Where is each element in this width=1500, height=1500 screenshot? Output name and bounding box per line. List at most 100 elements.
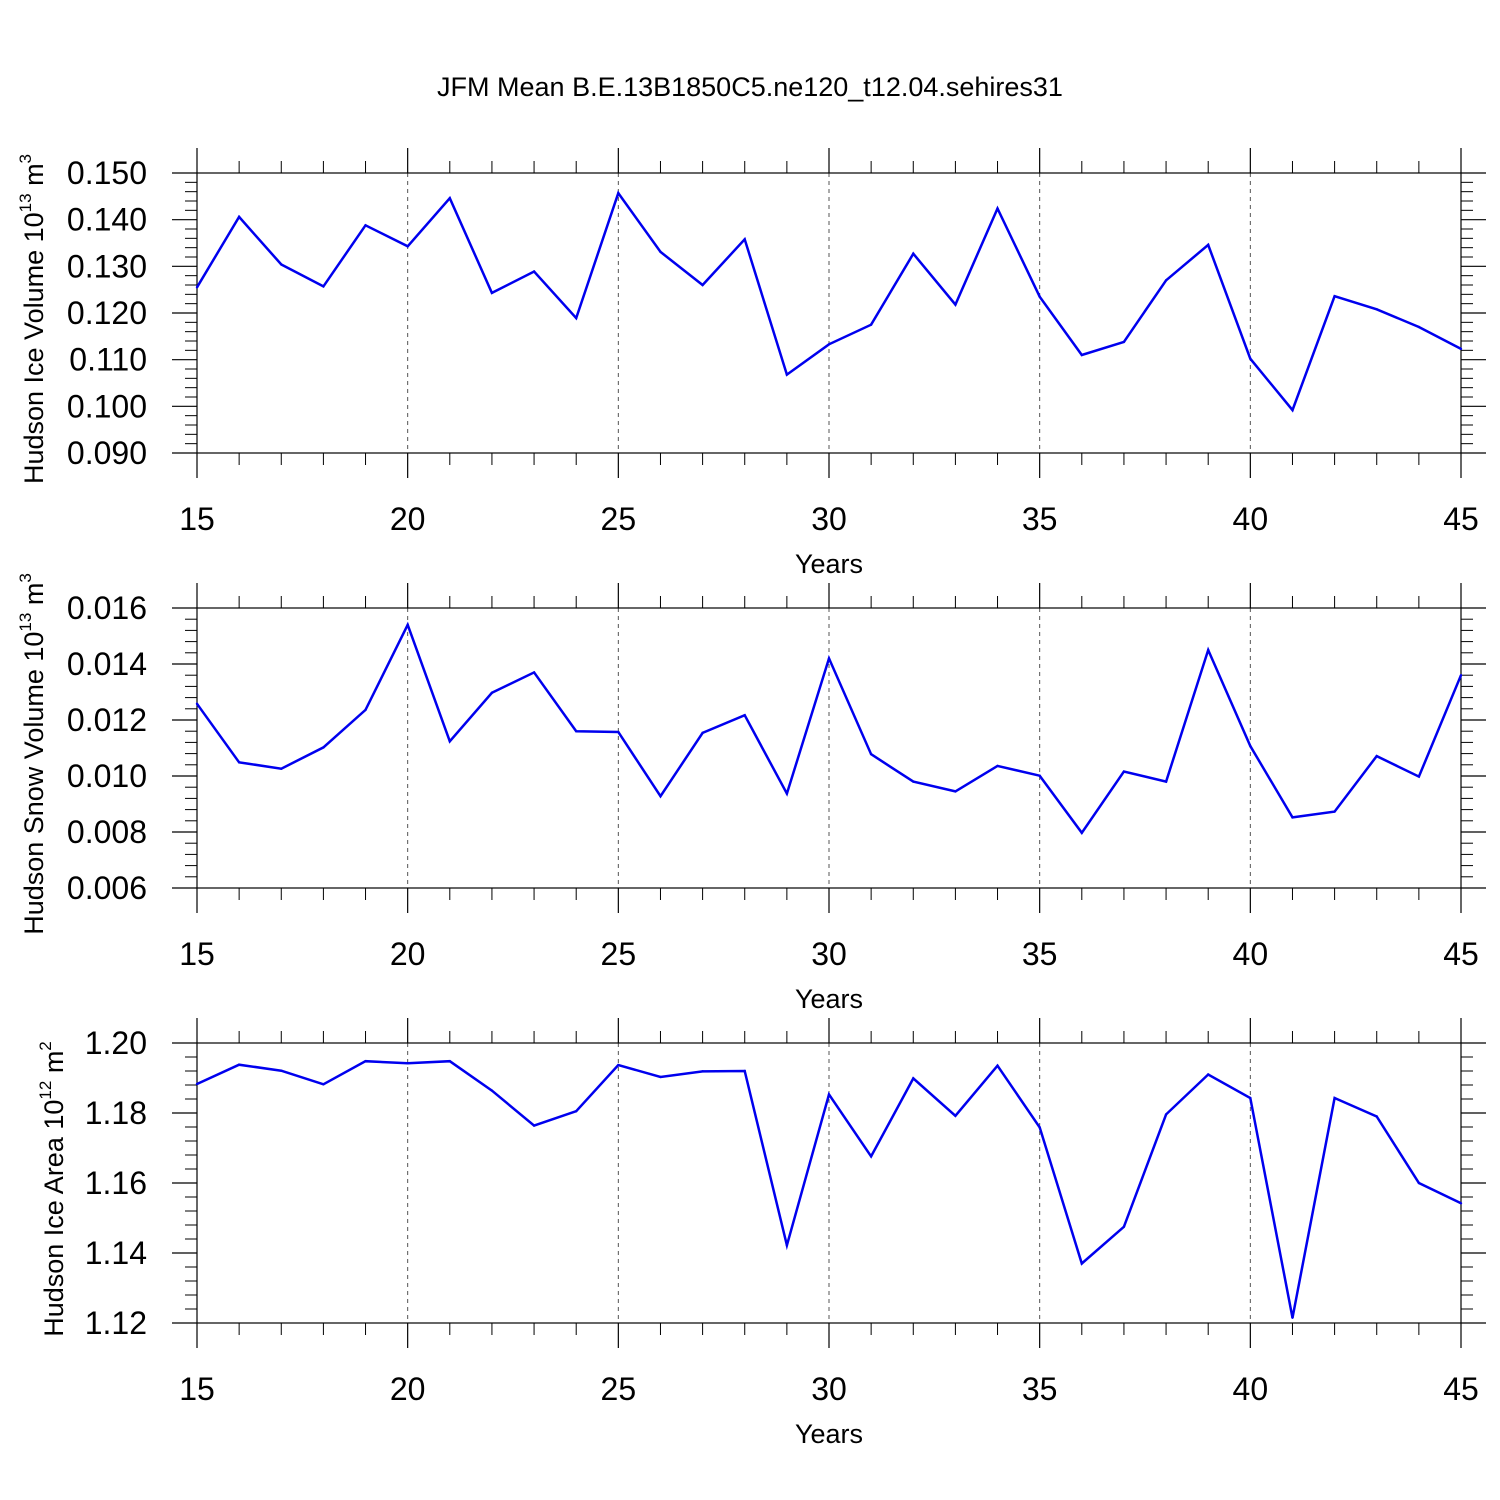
data-point [827,1093,831,1096]
data-point [743,714,746,717]
data-point [1291,408,1294,412]
data-point [575,730,578,733]
data-point [490,691,494,695]
data-point [1164,780,1168,783]
data-point [1417,775,1421,778]
y-tick-label: 1.14 [85,1235,147,1271]
data-point [701,283,704,287]
data-point [364,1060,367,1063]
data-point [406,1062,409,1065]
data-point [490,291,494,295]
data-point [659,250,662,254]
data-point [195,286,199,289]
data-point [869,1155,873,1158]
plot-frame [196,607,1462,889]
data-point [617,191,620,195]
data-point [1459,674,1463,677]
y-tick-label: 0.090 [67,435,147,471]
data-point [869,752,873,756]
data-point [785,1244,789,1247]
panel-snow-volume: 15 20 25 30 35 40 45 0.006 0.008 0.010 0.012 0.014 0… [16,573,1486,1014]
y-tick-label: 0.016 [67,590,147,626]
data-point [701,731,704,735]
data-point [364,708,367,712]
x-tick-label: 25 [601,1371,637,1407]
y-tick-label: 0.014 [67,646,147,682]
y-tick-label: 0.110 [69,342,147,378]
x-tick-label: 25 [601,501,637,537]
data-point [869,323,873,326]
data-point [1080,1262,1084,1265]
x-tick-label: 40 [1233,501,1269,537]
x-tick-label: 30 [811,936,847,972]
y-tick-label: 0.010 [67,758,147,794]
data-point [954,790,957,793]
data-point [617,1063,620,1067]
y-tick-label: 1.18 [85,1095,147,1131]
data-point [322,1083,325,1086]
data-point [364,224,367,227]
data-point [448,740,451,743]
data-point [1164,1113,1168,1116]
x-tick-label: 20 [390,936,426,972]
data-point [1122,770,1126,773]
data-point [532,270,536,273]
data-point [1122,340,1126,344]
y-tick-label: 0.100 [67,388,147,424]
data-point [912,252,915,255]
x-tick-label: 30 [811,1371,847,1407]
data-point [996,1064,999,1067]
data-point [195,1082,199,1086]
data-point [1249,357,1252,360]
x-tick-label: 15 [179,936,215,972]
data-point [996,207,999,210]
panel-ice-area: 15 20 25 30 35 40 45 1.12 1.14 1.16 1.18 1.20 Years H… [36,1018,1486,1449]
data-point [1291,1316,1294,1319]
data-point [743,1069,746,1073]
y-tick-label: 0.140 [67,202,147,238]
y-axis-label: Hudson Ice Area 1012 m2 [36,1041,69,1337]
data-point [1164,279,1168,282]
data-point [1207,243,1210,247]
data-point [1080,353,1084,357]
data-point [575,1110,578,1113]
x-tick-label: 35 [1022,936,1058,972]
data-point [1207,1073,1210,1076]
data-point [743,238,746,241]
data-point [1417,325,1421,329]
plot-frame [196,1042,1462,1324]
data-point [827,343,831,346]
data-point [1375,754,1378,758]
y-axis-label: Hudson Snow Volume 1013 m3 [16,573,49,935]
data-point [322,746,325,749]
data-point [1459,347,1463,351]
x-tick-label: 20 [390,501,426,537]
data-point [490,1089,494,1092]
data-point [195,702,199,705]
data-point [659,1075,662,1079]
chart-title: JFM Mean B.E.13B1850C5.ne120_t12.04.sehi… [437,72,1063,102]
y-tick-label: 0.012 [67,702,147,738]
data-point [659,794,662,798]
x-tick-label: 45 [1443,1371,1479,1407]
data-point [280,767,283,770]
data-point [954,303,957,306]
data-point [406,623,409,626]
x-tick-label: 35 [1022,501,1058,537]
y-tick-label: 1.20 [85,1025,147,1061]
data-point [1249,1096,1252,1100]
data-point [996,764,999,768]
data-point [448,197,451,200]
x-tick-label: 15 [179,501,215,537]
x-tick-label: 25 [601,936,637,972]
data-point [1038,774,1041,777]
plot-frame [196,172,1462,454]
data-point [701,1070,704,1073]
x-tick-label: 20 [390,1371,426,1407]
data-point [785,373,789,376]
data-point [827,657,831,660]
data-point [1417,1181,1421,1185]
x-tick-label: 35 [1022,1371,1058,1407]
y-tick-label: 0.008 [67,814,147,850]
data-point [322,285,325,288]
